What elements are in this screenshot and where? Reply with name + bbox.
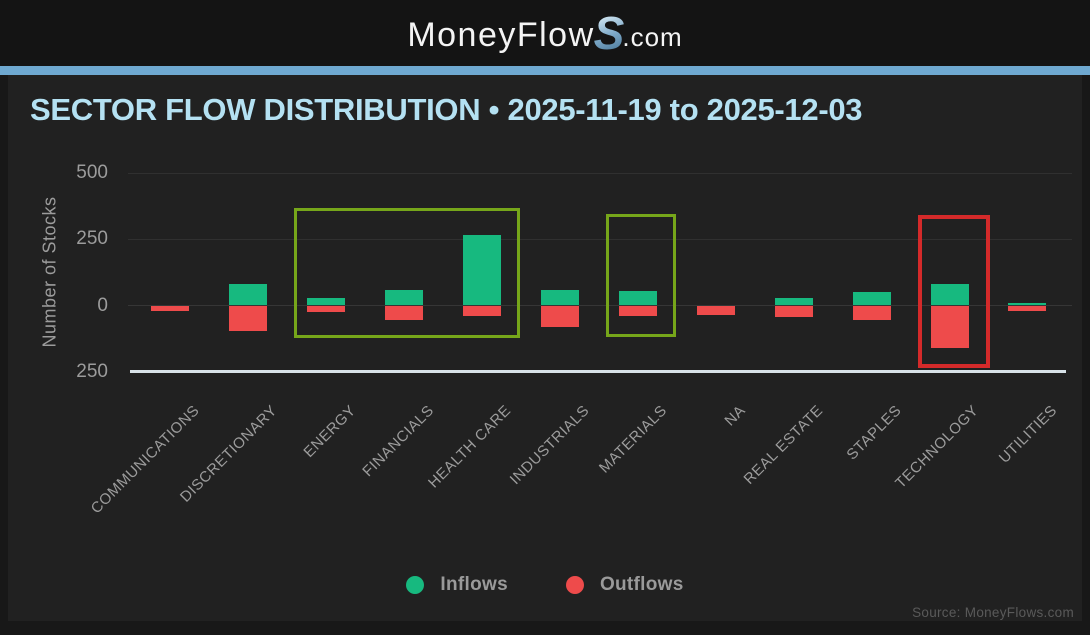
x-label-industrials: INDUSTRIALS <box>506 402 593 489</box>
bar-inflows-financials <box>384 289 423 306</box>
gridline-0 <box>128 305 1072 306</box>
bar-inflows-utilities <box>1008 302 1047 306</box>
y-tick-label-2: 0 <box>97 294 108 316</box>
highlight-box-technology <box>917 215 990 368</box>
bar-outflows-financials <box>384 305 423 321</box>
bar-inflows-discretionary <box>228 284 267 306</box>
bar-inflows-health-care <box>462 235 501 306</box>
logo-flow-s-icon: S <box>593 6 625 59</box>
gridline-250 <box>128 238 1072 240</box>
x-label-staples: STAPLES <box>843 402 905 464</box>
bar-outflows-industrials <box>540 305 579 327</box>
x-label-health-care: HEALTH CARE <box>425 402 515 492</box>
logo-text-prefix: MoneyFlow <box>407 15 595 54</box>
bar-outflows-utilities <box>1008 305 1047 311</box>
source-credit: Source: MoneyFlows.com <box>912 605 1074 620</box>
bar-outflows-energy <box>306 305 345 313</box>
bar-outflows-real-estate <box>774 305 813 318</box>
header-divider <box>0 66 1090 75</box>
legend-item-outflows: Outflows <box>565 574 684 596</box>
chart-title: SECTOR FLOW DISTRIBUTION • 2025-11-19 to… <box>30 92 863 127</box>
bar-outflows-health-care <box>462 305 501 317</box>
x-label-real-estate: REAL ESTATE <box>740 402 827 488</box>
bar-outflows-staples <box>852 305 891 321</box>
y-tick-label-3: 250 <box>76 360 108 382</box>
highlight-box-materials <box>605 214 676 337</box>
bar-inflows-industrials <box>540 289 579 306</box>
content-panel <box>8 75 1082 621</box>
chart-legend: Inflows Outflows <box>0 574 1090 596</box>
highlight-box-energy <box>293 207 520 338</box>
x-label-utilities: UTILITIES <box>995 402 1061 467</box>
x-label-financials: FINANCIALS <box>358 402 437 481</box>
y-tick-label-0: 500 <box>76 162 108 184</box>
moneyflows-logo[interactable]: MoneyFlow S .com <box>407 6 683 59</box>
header-bar: MoneyFlow S .com <box>0 0 1090 66</box>
x-label-na: NA <box>721 402 749 430</box>
legend-label-outflows: Outflows <box>599 574 684 595</box>
bar-inflows-materials <box>618 290 657 306</box>
outflows-dot-icon <box>565 576 584 594</box>
bar-outflows-materials <box>618 305 657 317</box>
legend-label-inflows: Inflows <box>440 574 508 595</box>
x-label-energy: ENERGY <box>299 402 359 461</box>
bar-outflows-technology <box>930 305 969 348</box>
bar-inflows-staples <box>852 292 891 306</box>
gridline-500 <box>128 172 1072 174</box>
legend-item-inflows: Inflows <box>406 574 508 596</box>
bar-inflows-real-estate <box>774 297 813 306</box>
x-label-technology: TECHNOLOGY <box>892 402 983 492</box>
bar-inflows-energy <box>306 297 345 306</box>
bar-outflows-na <box>696 305 735 315</box>
y-tick-label-1: 250 <box>76 228 108 250</box>
bar-outflows-discretionary <box>228 305 267 331</box>
inflows-dot-icon <box>406 576 425 594</box>
x-axis-baseline <box>130 370 1066 374</box>
y-axis-title: Number of Stocks <box>39 196 60 348</box>
bar-outflows-communications <box>151 305 189 311</box>
bar-inflows-technology <box>930 284 969 306</box>
footer-strip <box>0 621 1090 635</box>
logo-text-suffix: .com <box>622 21 683 52</box>
x-label-materials: MATERIALS <box>596 402 671 477</box>
